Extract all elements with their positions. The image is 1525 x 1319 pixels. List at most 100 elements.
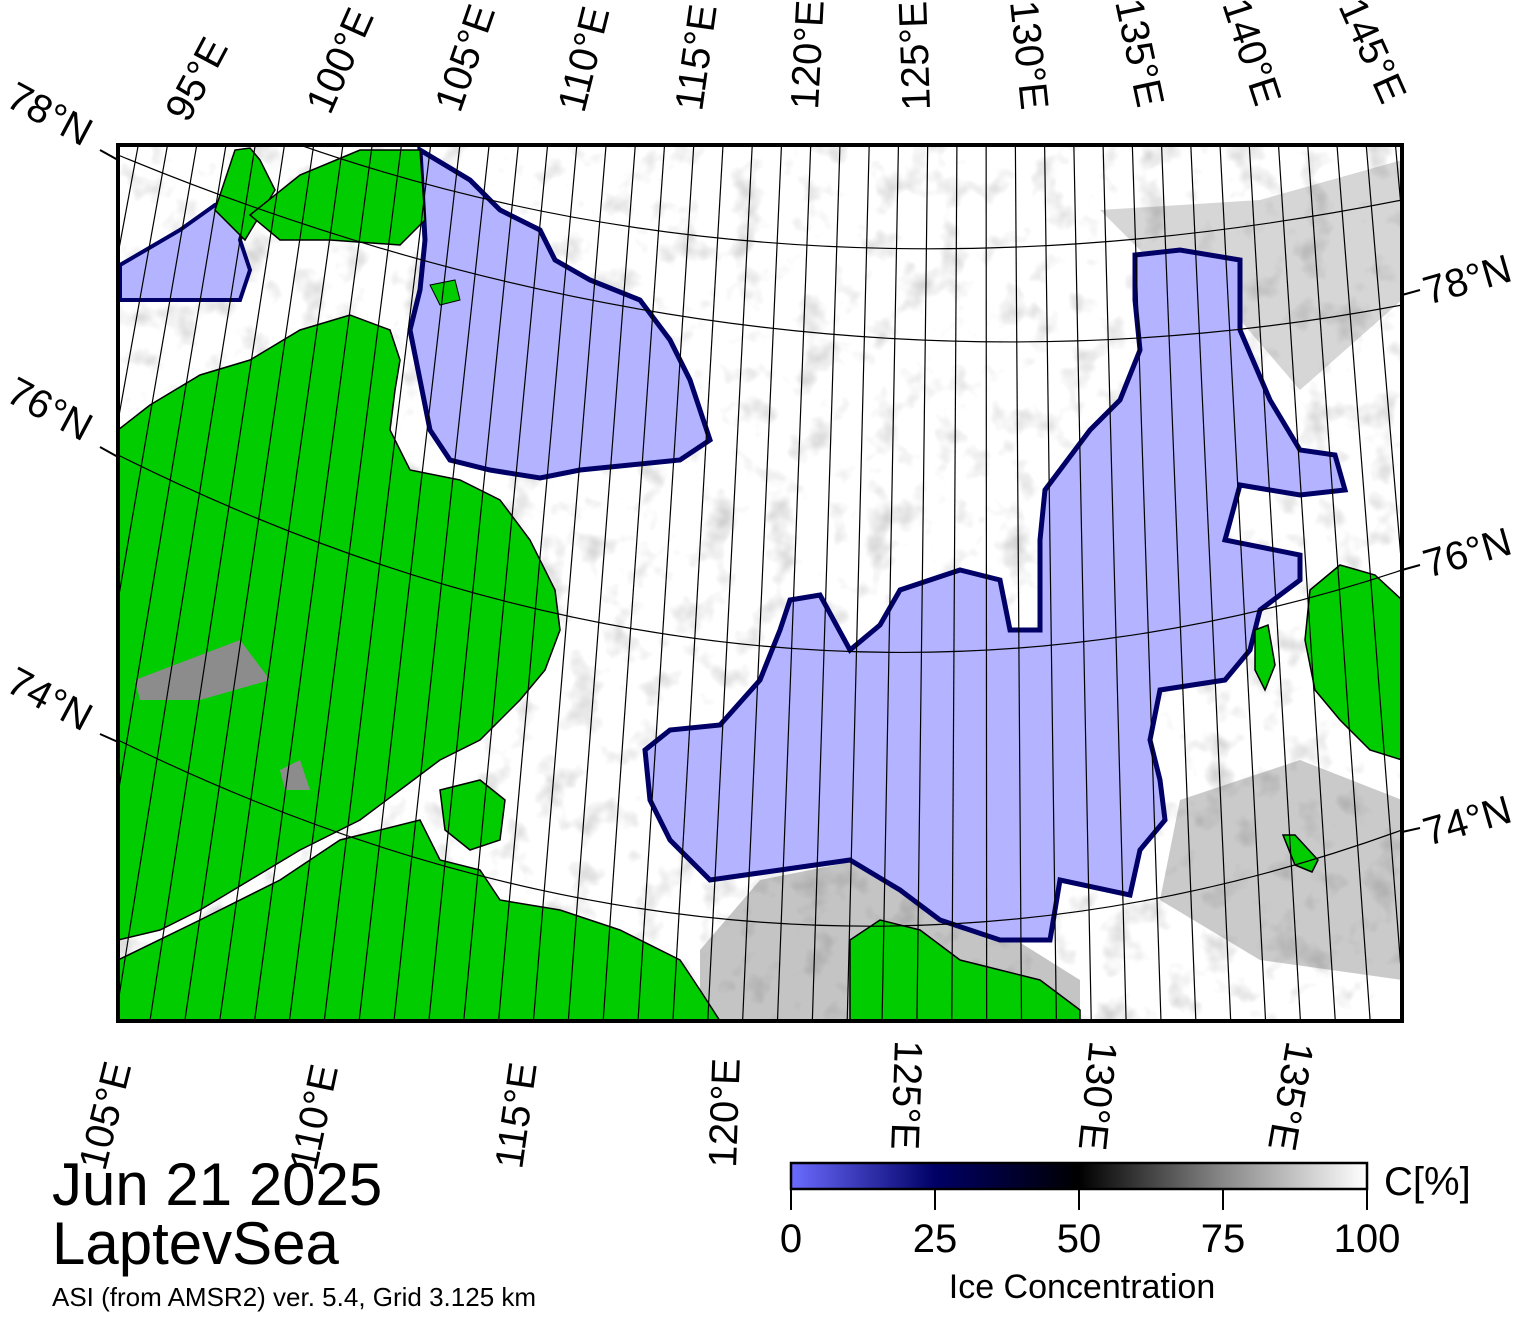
land-peninsula-south (118, 819, 721, 1021)
parallel-78n (118, 154, 1402, 343)
colorbar-tick-label: 25 (913, 1217, 958, 1261)
parallel-74n (118, 739, 1402, 927)
meridian-line (393, 145, 490, 1021)
ice-pack-east (1160, 760, 1402, 980)
meridian-line (1277, 145, 1336, 1021)
graticule (0, 140, 1402, 1025)
meridian-line (1131, 145, 1162, 1021)
meridian-line (1044, 145, 1057, 1021)
top-lon-label: 105°E (427, 0, 504, 117)
bottom-lon-label: 125°E (882, 1040, 930, 1151)
meridian-line (567, 145, 636, 1021)
meridian-line (0, 140, 110, 1025)
top-lon-labels: 95°E 100°E 105°E 110°E 115°E 120°E 125°E… (157, 0, 1414, 128)
top-lon-label: 100°E (298, 2, 383, 120)
colorbar-tick-label: 50 (1057, 1217, 1102, 1261)
meridian-line (358, 145, 461, 1021)
meridian-line (916, 145, 929, 1021)
meridian-line (776, 145, 812, 1021)
left-lat-label: 74°N (0, 659, 99, 740)
meridian-line (742, 145, 783, 1021)
meridian-line (1336, 145, 1402, 990)
meridian-line (985, 145, 988, 1021)
meridian-line (1160, 145, 1197, 1021)
land-severnaya-zemlya-west (214, 147, 276, 242)
meridian-line (811, 145, 841, 1021)
meridian-line (602, 145, 666, 1021)
top-lon-label: 130°E (1001, 0, 1056, 112)
land-island-central (439, 779, 506, 851)
meridian-line (1190, 145, 1232, 1021)
left-lat-label: 78°N (0, 74, 99, 155)
meridian-line (149, 145, 286, 1021)
colorbar: 0 25 50 75 100 C[%] Ice Concentration (780, 1160, 1471, 1306)
meridian-line (637, 145, 695, 1021)
meridian-line (672, 145, 724, 1021)
top-lon-label: 140°E (1213, 0, 1289, 111)
open-water-west (407, 145, 713, 481)
meridian-line (253, 145, 373, 1021)
frame-ticks (99, 149, 1421, 833)
meridian-line (323, 145, 432, 1021)
right-lat-label: 78°N (1418, 247, 1516, 314)
right-lat-labels: 78°N 76°N 74°N (1418, 247, 1516, 855)
meridian-line (1014, 145, 1023, 1021)
land-lena-delta (849, 919, 1081, 1021)
left-lat-label: 76°N (0, 369, 99, 450)
right-lat-label: 74°N (1418, 788, 1516, 855)
colorbar-tick-label: 100 (1334, 1217, 1401, 1261)
top-lon-label: 120°E (783, 0, 833, 110)
meridian-line (118, 145, 169, 425)
land-stolbovoy (1281, 834, 1319, 873)
meridian-line (1102, 145, 1127, 1021)
bottom-lon-label: 115°E (487, 1060, 545, 1172)
top-lon-label: 125°E (891, 0, 939, 111)
meridian-line (288, 145, 403, 1021)
meridian-line (219, 145, 344, 1021)
meridian-line (118, 145, 227, 798)
meridian-line (118, 145, 198, 605)
colorbar-ticks (790, 1189, 1368, 1210)
source-note: ASI (from AMSR2) ver. 5.4, Grid 3.125 km (52, 1282, 536, 1312)
land-new-siberian-kotelny (1304, 564, 1402, 761)
top-lon-label: 110°E (550, 2, 618, 116)
parallel-76n (118, 454, 1402, 653)
meridian-line (1073, 145, 1092, 1021)
region-title: LaptevSea (52, 1210, 340, 1277)
left-lat-labels: 78°N 76°N 74°N (0, 74, 99, 740)
colorbar-gradient (789, 1161, 1369, 1191)
land-taymyr-gray-patches (135, 640, 310, 790)
bottom-lon-label: 130°E (1070, 1039, 1125, 1152)
top-lon-label: 135°E (1106, 0, 1172, 111)
land-small-islet (429, 279, 461, 306)
map-area (118, 145, 1402, 1021)
top-lon-label: 145°E (1330, 0, 1415, 110)
right-lat-label: 76°N (1418, 520, 1516, 587)
meridian-line (532, 145, 607, 1021)
parallel-80n (299, 145, 1402, 250)
map-frame (116, 143, 1404, 1023)
land-belkovsky (1254, 623, 1276, 692)
date-title: Jun 21 2025 (52, 1151, 382, 1218)
top-lon-label: 115°E (667, 2, 725, 114)
ice-pack-ne (1100, 160, 1402, 390)
meridian-line (951, 145, 958, 1021)
meridian-line (881, 145, 900, 1021)
colorbar-title: Ice Concentration (949, 1268, 1216, 1306)
bottom-lon-label: 135°E (1259, 1038, 1321, 1153)
meridian-line (1365, 145, 1402, 578)
colorbar-tick-label: 0 (780, 1217, 802, 1261)
meridian-lines (0, 140, 1402, 1025)
colorbar-unit-label: C[%] (1384, 1160, 1471, 1204)
meridian-line (846, 145, 870, 1021)
meridian-line (1248, 145, 1302, 1021)
top-lon-label: 95°E (157, 31, 237, 129)
bottom-lon-label: 120°E (701, 1057, 749, 1168)
meridian-line (1307, 145, 1371, 1021)
meridian-line (497, 145, 578, 1021)
meridian-line (118, 145, 256, 1007)
meridian-line (707, 145, 753, 1021)
meridian-line (428, 145, 519, 1021)
